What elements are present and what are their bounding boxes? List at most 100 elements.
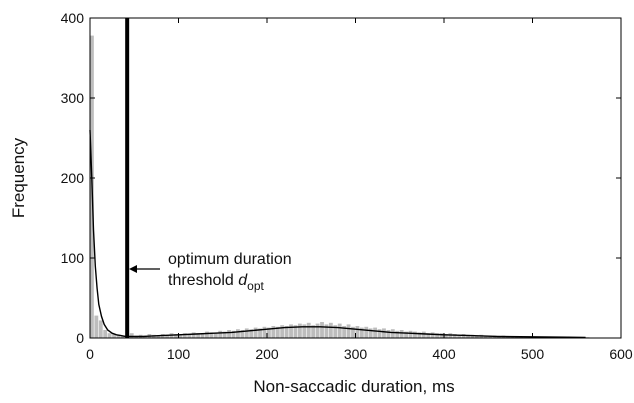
histogram-bar [94,315,99,338]
axis-ticks: 0 100 200 300 400 500 600 0 100 200 300 400 [61,10,633,362]
histogram-bar [386,330,391,338]
histogram-bar [116,334,121,338]
histogram-bar [196,333,201,338]
annotation-symbol: d [238,272,248,289]
histogram-bar [351,326,355,338]
histogram-bar [320,322,324,338]
histogram-bar [439,333,444,338]
histogram-bar [497,336,501,338]
histogram-bar [444,334,448,338]
histogram-bar [328,322,333,338]
histogram-bar [218,330,223,338]
histogram-bar [129,333,134,338]
histogram-bar [470,334,475,338]
annotation-line-2: threshold dopt [168,272,265,293]
histogram-bar [417,332,422,338]
y-tick-label: 200 [61,170,85,186]
histogram-bar [311,325,316,338]
x-tick-label: 400 [432,346,456,362]
histogram-bar [368,328,373,338]
histogram-bar [395,330,400,338]
y-tick-label: 100 [61,250,85,266]
histogram-bar [249,329,254,338]
histogram-bar [408,330,413,338]
histogram-bar [457,334,462,338]
histogram-bar [156,335,161,338]
histogram-bar [399,330,404,338]
x-tick-label: 200 [255,346,279,362]
y-tick-label: 300 [61,90,85,106]
y-axis-title: Frequency [9,137,28,218]
histogram-bar [120,335,125,338]
histogram-bar [474,335,479,338]
histogram-bar [346,324,351,338]
histogram-bar [236,329,240,338]
histogram-bar [293,325,298,338]
histogram-bar [364,326,369,338]
histogram-bar [289,324,293,338]
histogram-bar [404,331,408,338]
histogram-bar [324,324,329,338]
histogram-bar [209,332,214,338]
histogram-bar [390,329,395,338]
histogram-bar [377,329,382,338]
histogram-bar [337,323,342,338]
threshold-annotation: optimum duration threshold dopt [129,251,292,293]
histogram-bar [262,326,267,338]
histogram-bar [165,334,170,338]
histogram-bar [107,333,112,338]
histogram-bar [213,333,218,338]
annotation-line-1: optimum duration [168,251,292,268]
histogram-bar [244,328,249,338]
annotation-subscript: opt [247,279,264,293]
histogram-bar [435,333,439,338]
histogram-bars [90,35,590,338]
histogram-bar [98,320,103,338]
x-tick-label: 600 [609,346,633,362]
histogram-bar [227,330,231,338]
histogram-bar [271,326,276,338]
histogram-bar [342,326,347,338]
histogram-bar [333,325,338,338]
histogram-bar [205,331,209,338]
histogram-bar [240,330,245,338]
x-axis-title: Non-saccadic duration, ms [253,377,454,396]
histogram-bar [267,327,271,338]
histogram-bar [103,330,108,338]
histogram-bar [430,332,435,338]
histogram-bar [306,322,311,338]
y-tick-label: 400 [61,10,85,26]
histogram-bar [315,323,320,338]
histogram-bar [112,334,116,338]
histogram-bar [200,334,205,338]
histogram-bar [359,327,364,338]
fit-curve-line [89,129,586,339]
histogram-bar [466,334,470,338]
histogram-bar [191,332,196,338]
histogram-bar [284,326,289,338]
annotation-arrowhead [129,265,137,273]
histogram-bar [373,327,378,338]
x-tick-label: 0 [86,346,94,362]
histogram-bar [483,335,488,338]
histogram-bar [297,323,302,338]
histogram-bar [231,330,236,338]
histogram-bar [178,334,183,338]
y-tick-label: 0 [76,330,84,346]
histogram-bar [187,334,192,338]
histogram-bar [452,334,457,338]
histogram-bar [280,325,285,338]
x-tick-label: 100 [167,346,191,362]
histogram-bar [174,334,178,338]
histogram-bar [382,328,386,338]
histogram-bar [222,331,227,338]
histogram-bar [413,331,417,338]
histogram-bar [258,328,262,338]
histogram-bar [355,326,360,338]
histogram-bar [302,324,307,338]
x-tick-label: 300 [344,346,368,362]
histogram-bar [182,333,187,338]
histogram-bar [426,333,431,338]
x-tick-label: 500 [521,346,545,362]
